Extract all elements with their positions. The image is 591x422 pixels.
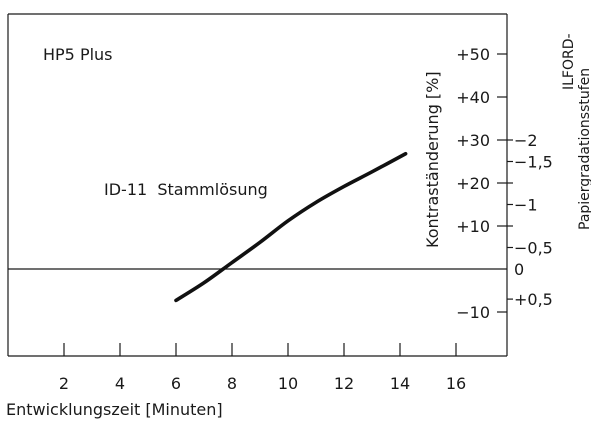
y-tick-label: +50 [456, 45, 490, 64]
x-tick-label: 8 [227, 374, 237, 393]
secondary-axis-ticks: −2 −1,5 −1 −0,5 0 +0,5 [507, 131, 553, 309]
x-tick-label: 12 [334, 374, 354, 393]
secondary-tick-label: −1 [514, 196, 538, 215]
secondary-tick-label: +0,5 [514, 290, 553, 309]
developer-annotation: ID-11 Stammlösung [104, 180, 268, 199]
secondary-axis-label-line2: Papiergradationsstufen [577, 68, 591, 230]
y-tick-label: +20 [456, 174, 490, 193]
series-line [174, 151, 408, 303]
secondary-tick-label: 0 [514, 260, 524, 279]
secondary-tick-label: −2 [514, 131, 538, 150]
y-tick-label: +10 [456, 217, 490, 236]
x-tick-label: 14 [390, 374, 410, 393]
x-tick-label: 2 [59, 374, 69, 393]
x-axis-ticks: 2 4 6 8 10 12 14 16 [59, 343, 466, 393]
y-tick-label: +30 [456, 131, 490, 150]
y-tick-label: +40 [456, 88, 490, 107]
y-axis-label: Kontraständerung [%] [423, 71, 442, 248]
x-tick-label: 10 [278, 374, 298, 393]
x-tick-label: 4 [115, 374, 125, 393]
x-tick-label: 16 [446, 374, 466, 393]
secondary-tick-label: −0,5 [514, 239, 553, 258]
y-tick-label: −10 [456, 303, 490, 322]
y-axis-ticks: +50 +40 +30 +20 +10 −10 [456, 45, 507, 322]
secondary-tick-label: −1,5 [514, 153, 553, 172]
x-axis-label: Entwicklungszeit [Minuten] [6, 400, 223, 419]
film-annotation: HP5 Plus [43, 45, 113, 64]
secondary-axis-label-line1: ILFORD- [561, 33, 577, 90]
x-tick-label: 6 [171, 374, 181, 393]
